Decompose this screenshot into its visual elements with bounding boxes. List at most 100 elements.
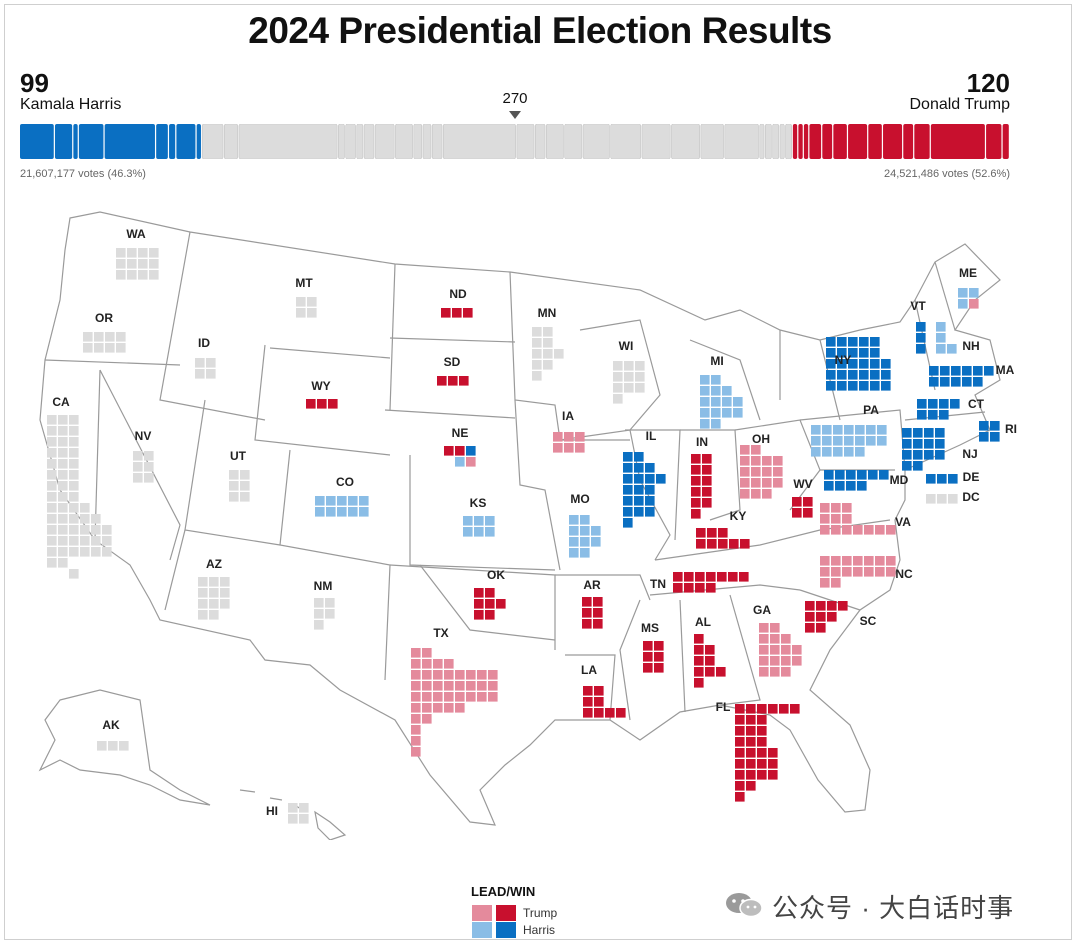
tile-nj — [902, 450, 912, 460]
tile-ut — [240, 492, 250, 502]
tile-in — [691, 465, 701, 475]
tile-in — [702, 498, 712, 508]
tile-me — [958, 288, 968, 298]
tile-mi — [722, 408, 732, 418]
tile-mi — [700, 419, 710, 429]
tile-va — [820, 514, 830, 524]
tile-nh — [936, 322, 946, 332]
state-label-ga: GA — [753, 603, 771, 617]
chart-frame — [4, 4, 1072, 940]
tile-tn — [684, 583, 694, 593]
tile-vt — [916, 333, 926, 343]
tile-mn — [543, 338, 553, 348]
tile-pa — [855, 447, 865, 457]
tile-or — [94, 343, 104, 353]
tile-az — [198, 610, 208, 620]
tile-ca — [80, 536, 90, 546]
tile-ma — [973, 377, 983, 387]
tile-il — [645, 485, 655, 495]
tile-md — [846, 481, 856, 491]
tile-ak — [108, 741, 118, 751]
tile-la — [616, 708, 626, 718]
tile-wa — [149, 248, 159, 258]
tile-ca — [58, 503, 68, 513]
tile-ca — [91, 514, 101, 524]
tile-in — [702, 476, 712, 486]
tile-mo — [569, 548, 579, 558]
tile-ny — [870, 370, 880, 380]
tile-tx — [488, 670, 498, 680]
tile-ms — [643, 641, 653, 651]
tile-ga — [759, 623, 769, 633]
tile-ia — [564, 443, 574, 453]
tile-de — [937, 474, 947, 484]
tile-ut — [240, 481, 250, 491]
tile-ca — [47, 415, 57, 425]
tile-wa — [116, 270, 126, 280]
tile-mn — [543, 327, 553, 337]
tile-ca — [69, 492, 79, 502]
tile-az — [209, 599, 219, 609]
tile-pa — [844, 436, 854, 446]
tile-dc — [937, 494, 947, 504]
tile-ny — [881, 370, 891, 380]
state-label-me: ME — [959, 266, 977, 280]
tile-pa — [855, 425, 865, 435]
tile-ny — [837, 337, 847, 347]
tile-ia — [575, 443, 585, 453]
tile-tn — [673, 583, 683, 593]
tile-nj — [935, 428, 945, 438]
state-label-wv: WV — [793, 477, 812, 491]
tile-ne — [455, 457, 465, 467]
tile-ga — [770, 623, 780, 633]
tile-az — [209, 577, 219, 587]
tile-ca — [69, 426, 79, 436]
tile-ct — [928, 399, 938, 409]
tile-il — [634, 474, 644, 484]
tile-md — [857, 470, 867, 480]
tile-ok — [474, 588, 484, 598]
tile-tx — [444, 659, 454, 669]
bar-segment-pending-ga — [641, 124, 671, 159]
tile-la — [594, 697, 604, 707]
tile-ga — [770, 645, 780, 655]
tile-oh — [762, 467, 772, 477]
tile-mt — [296, 297, 306, 307]
state-label-co: CO — [336, 475, 354, 489]
tile-fl — [790, 704, 800, 714]
tile-nm — [314, 598, 324, 608]
tile-tx — [422, 670, 432, 680]
tile-oh — [773, 456, 783, 466]
tile-az — [198, 577, 208, 587]
tile-fl — [735, 748, 745, 758]
tile-tx — [422, 659, 432, 669]
tile-mi — [700, 408, 710, 418]
state-label-al: AL — [695, 615, 711, 629]
tile-wa — [127, 248, 137, 258]
tile-ri — [990, 432, 1000, 442]
state-label-ut: UT — [230, 449, 247, 463]
tile-il — [645, 463, 655, 473]
tile-ca — [80, 514, 90, 524]
tile-nv — [133, 473, 143, 483]
tile-nc — [853, 567, 863, 577]
tile-va — [875, 525, 885, 535]
tile-tx — [444, 670, 454, 680]
tile-nj — [913, 450, 923, 460]
tile-ca — [47, 470, 57, 480]
tile-ca — [47, 525, 57, 535]
tile-tx — [422, 703, 432, 713]
tile-mt — [296, 308, 306, 318]
tile-al — [705, 656, 715, 666]
tile-or — [94, 332, 104, 342]
tile-al — [705, 645, 715, 655]
tile-wy — [306, 399, 316, 409]
tile-hi — [299, 814, 309, 824]
tile-sc — [816, 601, 826, 611]
tile-ma — [940, 366, 950, 376]
tile-fl — [735, 715, 745, 725]
bar-segment-pending-ca — [238, 124, 338, 159]
tile-ny — [859, 381, 869, 391]
state-label-mn: MN — [538, 306, 557, 320]
tile-nj — [902, 439, 912, 449]
